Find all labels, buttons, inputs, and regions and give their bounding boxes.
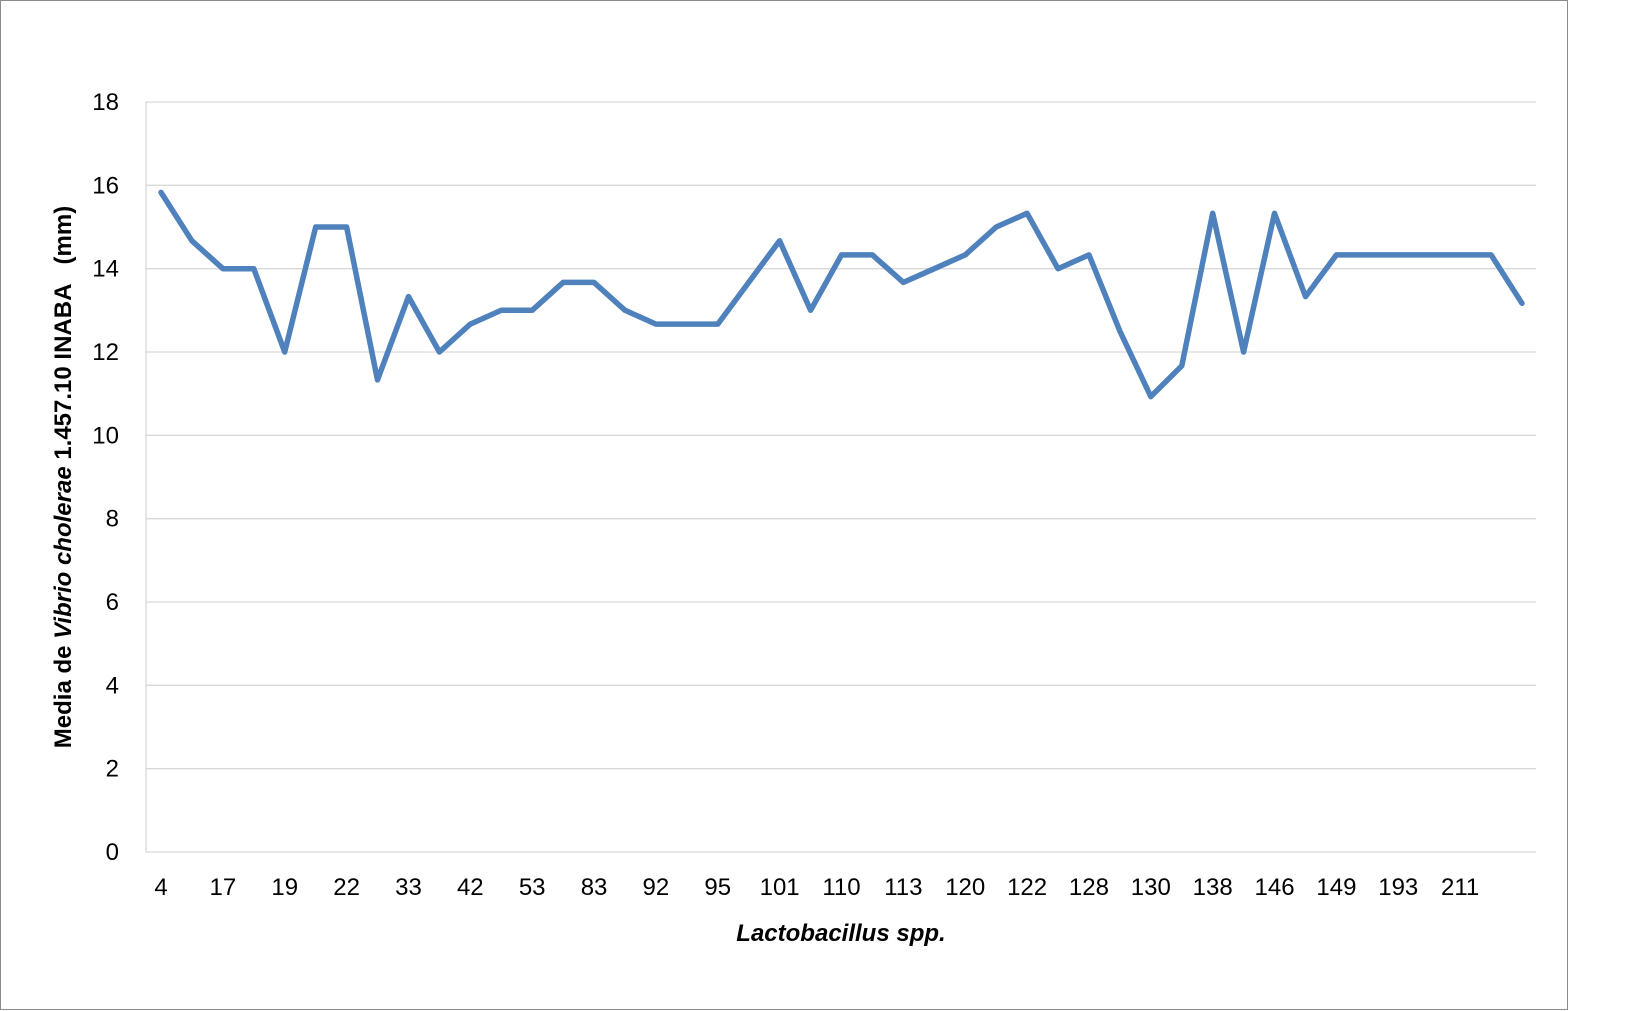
x-tick-label: 130 <box>1131 874 1171 901</box>
x-tick-label: 138 <box>1193 874 1233 901</box>
x-tick-label: 17 <box>210 874 237 901</box>
series-line <box>161 192 1522 396</box>
y-axis-title-species: Vibrio cholerae <box>50 466 77 639</box>
x-tick-label: 149 <box>1316 874 1356 901</box>
x-tick-label: 128 <box>1069 874 1109 901</box>
x-tick-label: 146 <box>1255 874 1295 901</box>
y-tick-label: 2 <box>106 756 119 783</box>
y-tick-label: 10 <box>92 422 119 449</box>
y-tick-label: 6 <box>106 589 119 616</box>
x-tick-label: 92 <box>643 874 670 901</box>
x-tick-label: 42 <box>457 874 484 901</box>
x-tick-label: 101 <box>760 874 800 901</box>
y-tick-label: 8 <box>106 506 119 533</box>
y-axis-tick-labels: 0 2 4 6 8 10 12 14 16 18 <box>92 89 119 866</box>
x-tick-label: 4 <box>154 874 167 901</box>
y-axis-title-prefix: Media de <box>50 639 77 748</box>
x-tick-label: 120 <box>945 874 985 901</box>
x-tick-label: 193 <box>1378 874 1418 901</box>
x-tick-label: 211 <box>1441 874 1479 901</box>
y-axis-title: Media de Vibrio cholerae 1.457.10 INABA … <box>50 206 77 748</box>
y-tick-label: 16 <box>92 172 119 199</box>
x-tick-label: 33 <box>395 874 422 901</box>
x-tick-label: 83 <box>581 874 608 901</box>
chart-frame: 0 2 4 6 8 10 12 14 16 18 4 17 19 22 33 42 53 83 92 95 101 11… <box>0 0 1568 1010</box>
y-tick-label: 4 <box>106 672 119 699</box>
x-tick-label: 95 <box>704 874 731 901</box>
x-tick-label: 110 <box>822 874 860 901</box>
x-tick-label: 122 <box>1007 874 1047 901</box>
x-tick-label: 53 <box>519 874 546 901</box>
y-tick-label: 14 <box>92 256 119 283</box>
series-layer <box>161 192 1522 396</box>
x-tick-label: 113 <box>884 874 922 901</box>
y-tick-label: 12 <box>92 339 119 366</box>
y-tick-label: 18 <box>92 89 119 116</box>
x-axis-title: Lactobacillus spp. <box>736 920 945 947</box>
x-axis-tick-labels: 4 17 19 22 33 42 53 83 92 95 101 110 113 120 122 128 130… <box>154 874 1479 901</box>
y-tick-label: 0 <box>106 839 119 866</box>
gridlines <box>146 102 1536 852</box>
line-chart: 0 2 4 6 8 10 12 14 16 18 4 17 19 22 33 42 53 83 92 95 101 11… <box>1 1 1569 1011</box>
y-axis-title-suffix: 1.457.10 INABA (mm) <box>50 206 77 467</box>
x-tick-label: 22 <box>333 874 360 901</box>
x-tick-label: 19 <box>271 874 298 901</box>
